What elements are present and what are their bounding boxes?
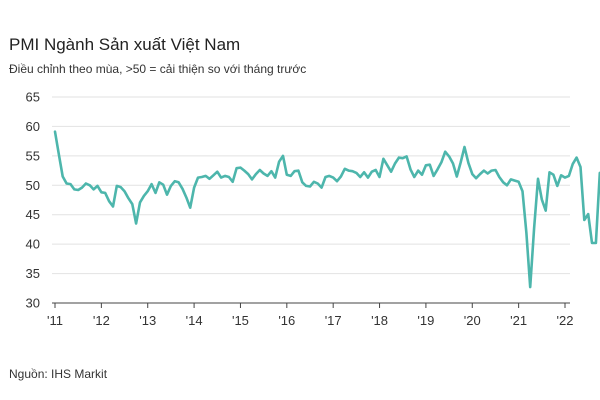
y-tick-label: 40 xyxy=(26,237,40,252)
y-tick-label: 60 xyxy=(26,119,40,134)
chart-source: Nguồn: IHS Markit xyxy=(9,367,108,381)
x-tick-label: '15 xyxy=(232,313,249,328)
x-tick-label: '22 xyxy=(557,313,574,328)
y-tick-label: 65 xyxy=(26,90,40,105)
x-tick-label: '12 xyxy=(93,313,110,328)
x-tick-label: '17 xyxy=(325,313,342,328)
y-tick-label: 50 xyxy=(26,178,40,193)
y-tick-label: 35 xyxy=(26,266,40,281)
x-tick-label: '20 xyxy=(464,313,481,328)
y-tick-label: 45 xyxy=(26,207,40,222)
x-tick-label: '11 xyxy=(47,313,63,328)
x-tick-label: '21 xyxy=(510,313,527,328)
series-line-pmi xyxy=(53,130,600,289)
chart-title: PMI Ngành Sản xuất Việt Nam xyxy=(9,35,241,54)
x-tick-label: '16 xyxy=(278,313,295,328)
x-tick-label: '18 xyxy=(371,313,388,328)
y-tick-label: 55 xyxy=(26,148,40,163)
x-tick-label: '13 xyxy=(139,313,156,328)
chart-subtitle: Điều chỉnh theo mùa, >50 = cải thiện so … xyxy=(9,62,307,76)
x-tick-label: '19 xyxy=(417,313,434,328)
y-tick-label: 30 xyxy=(26,296,40,311)
x-tick-label: '14 xyxy=(186,313,203,328)
